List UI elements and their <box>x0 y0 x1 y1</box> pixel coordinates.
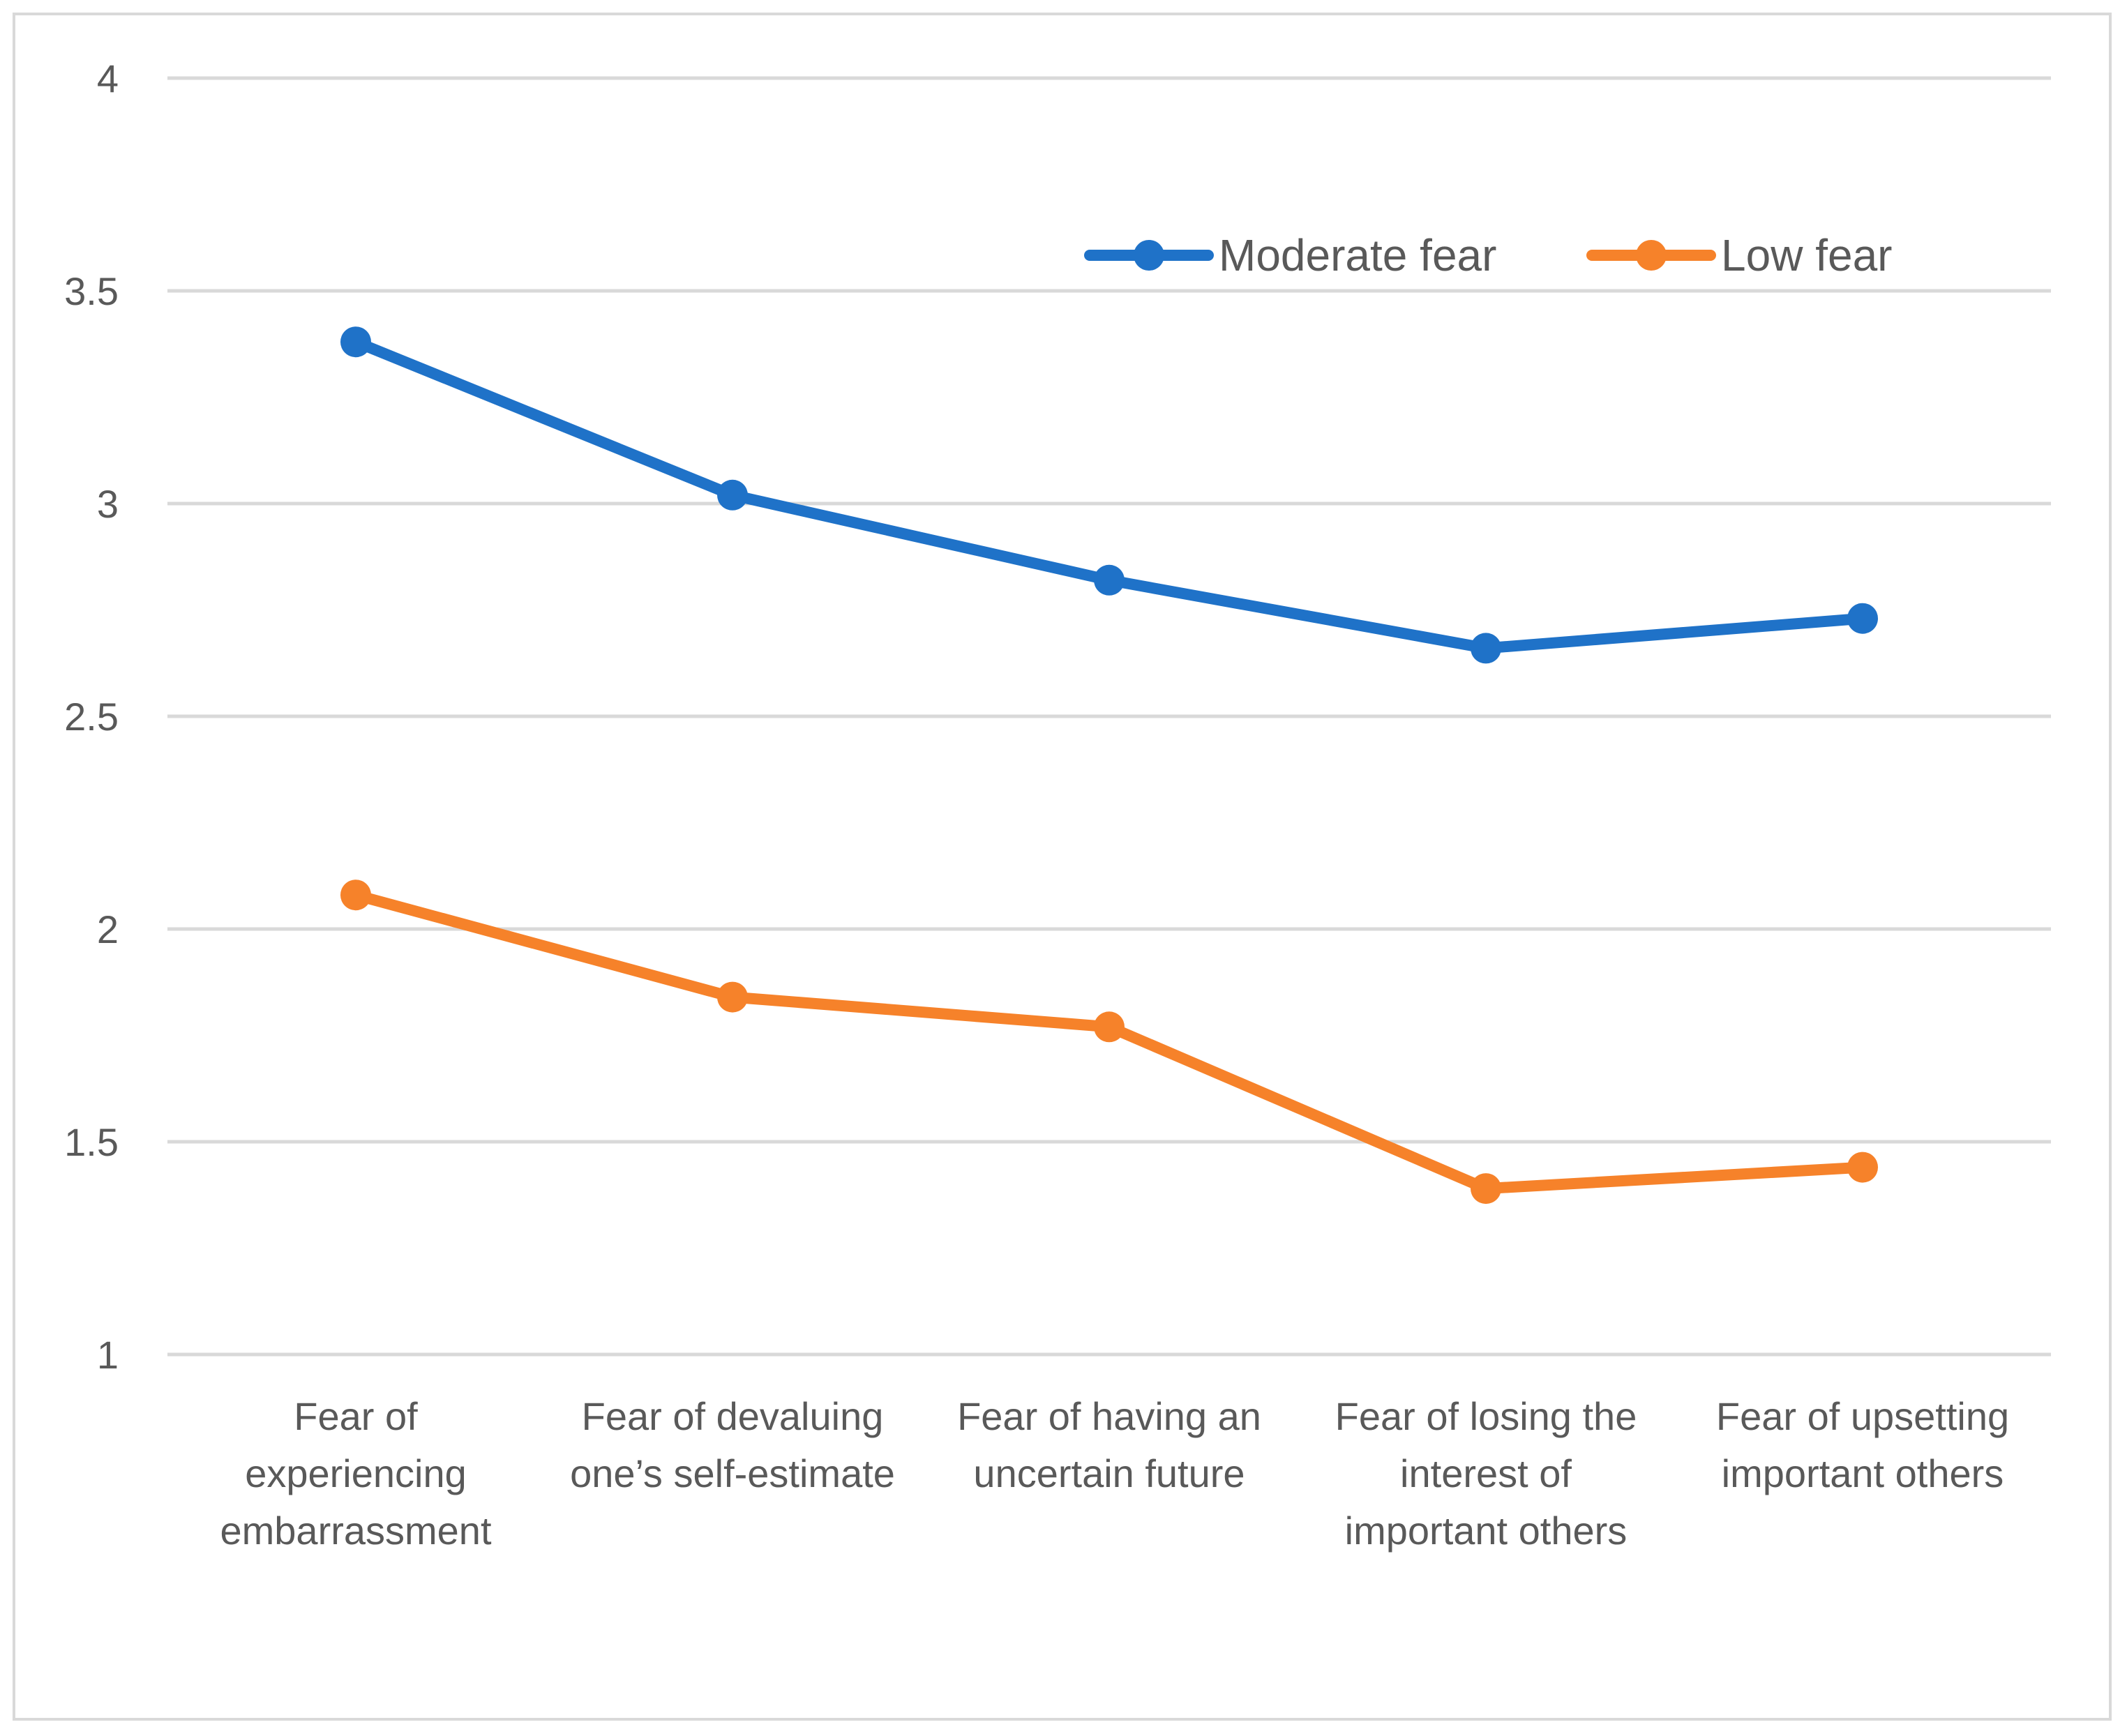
chart-frame <box>13 13 2112 1721</box>
x-category-label-line: Fear of losing the <box>1335 1394 1637 1438</box>
data-point <box>1094 1011 1125 1043</box>
legend-label: Moderate fear <box>1219 230 1496 280</box>
y-tick-label: 4 <box>97 56 119 100</box>
x-axis-category-labels: Fear of experiencing embarrassment Fear of … <box>220 1394 2009 1553</box>
legend-marker <box>1134 240 1164 271</box>
data-point <box>340 880 371 911</box>
legend-item: Moderate fear <box>1084 230 1496 280</box>
series-line <box>350 336 1868 654</box>
x-category-label-line: Fear of upsetting <box>1716 1394 2009 1438</box>
legend-marker <box>1636 240 1667 271</box>
x-category-label-line: interest of <box>1400 1451 1572 1495</box>
x-category-label: Fear of experiencing embarrassment <box>220 1394 491 1553</box>
data-point <box>1847 1152 1878 1183</box>
data-point <box>717 981 748 1013</box>
x-category-label-line: Fear of having an <box>957 1394 1261 1438</box>
data-point <box>1471 1173 1501 1205</box>
y-axis-tick-labels: 1 1.5 2 2.5 3 3.5 4 <box>64 56 119 1377</box>
y-tick-label: 3.5 <box>64 269 119 313</box>
x-category-label-line: Fear of devaluing <box>582 1394 884 1438</box>
data-point <box>340 326 371 358</box>
x-category-label-line: important others <box>1345 1509 1628 1553</box>
y-tick-label: 1.5 <box>64 1120 119 1164</box>
data-point <box>1471 633 1501 664</box>
legend-label: Low fear <box>1721 230 1892 280</box>
data-point <box>1094 564 1125 596</box>
data-point <box>717 479 748 511</box>
x-category-label: Fear of having an uncertain future <box>957 1394 1261 1495</box>
x-category-label-line: uncertain future <box>973 1451 1245 1495</box>
x-category-label: Fear of upsetting important others <box>1716 1394 2009 1495</box>
x-category-label-line: experiencing <box>245 1451 467 1495</box>
x-category-label-line: Fear of <box>294 1394 418 1438</box>
y-tick-label: 2.5 <box>64 695 119 739</box>
x-category-label: Fear of losing the interest of important o… <box>1335 1394 1637 1553</box>
legend-item: Low fear <box>1586 230 1892 280</box>
x-category-label-line: important others <box>1722 1451 2004 1495</box>
x-category-label: Fear of devaluing one’s self-estimate <box>570 1394 895 1495</box>
legend: Moderate fear Low fear <box>1084 230 1892 280</box>
series-moderate-fear <box>340 326 1878 664</box>
series-low-fear <box>340 880 1878 1205</box>
x-category-label-line: one’s self-estimate <box>570 1451 895 1495</box>
series-lines <box>340 326 1878 1205</box>
gridlines <box>167 76 2051 1357</box>
y-tick-label: 1 <box>97 1333 119 1377</box>
x-category-label-line: embarrassment <box>220 1509 491 1553</box>
y-tick-label: 2 <box>97 907 119 951</box>
y-tick-label: 3 <box>97 482 119 526</box>
data-point <box>1847 603 1878 634</box>
